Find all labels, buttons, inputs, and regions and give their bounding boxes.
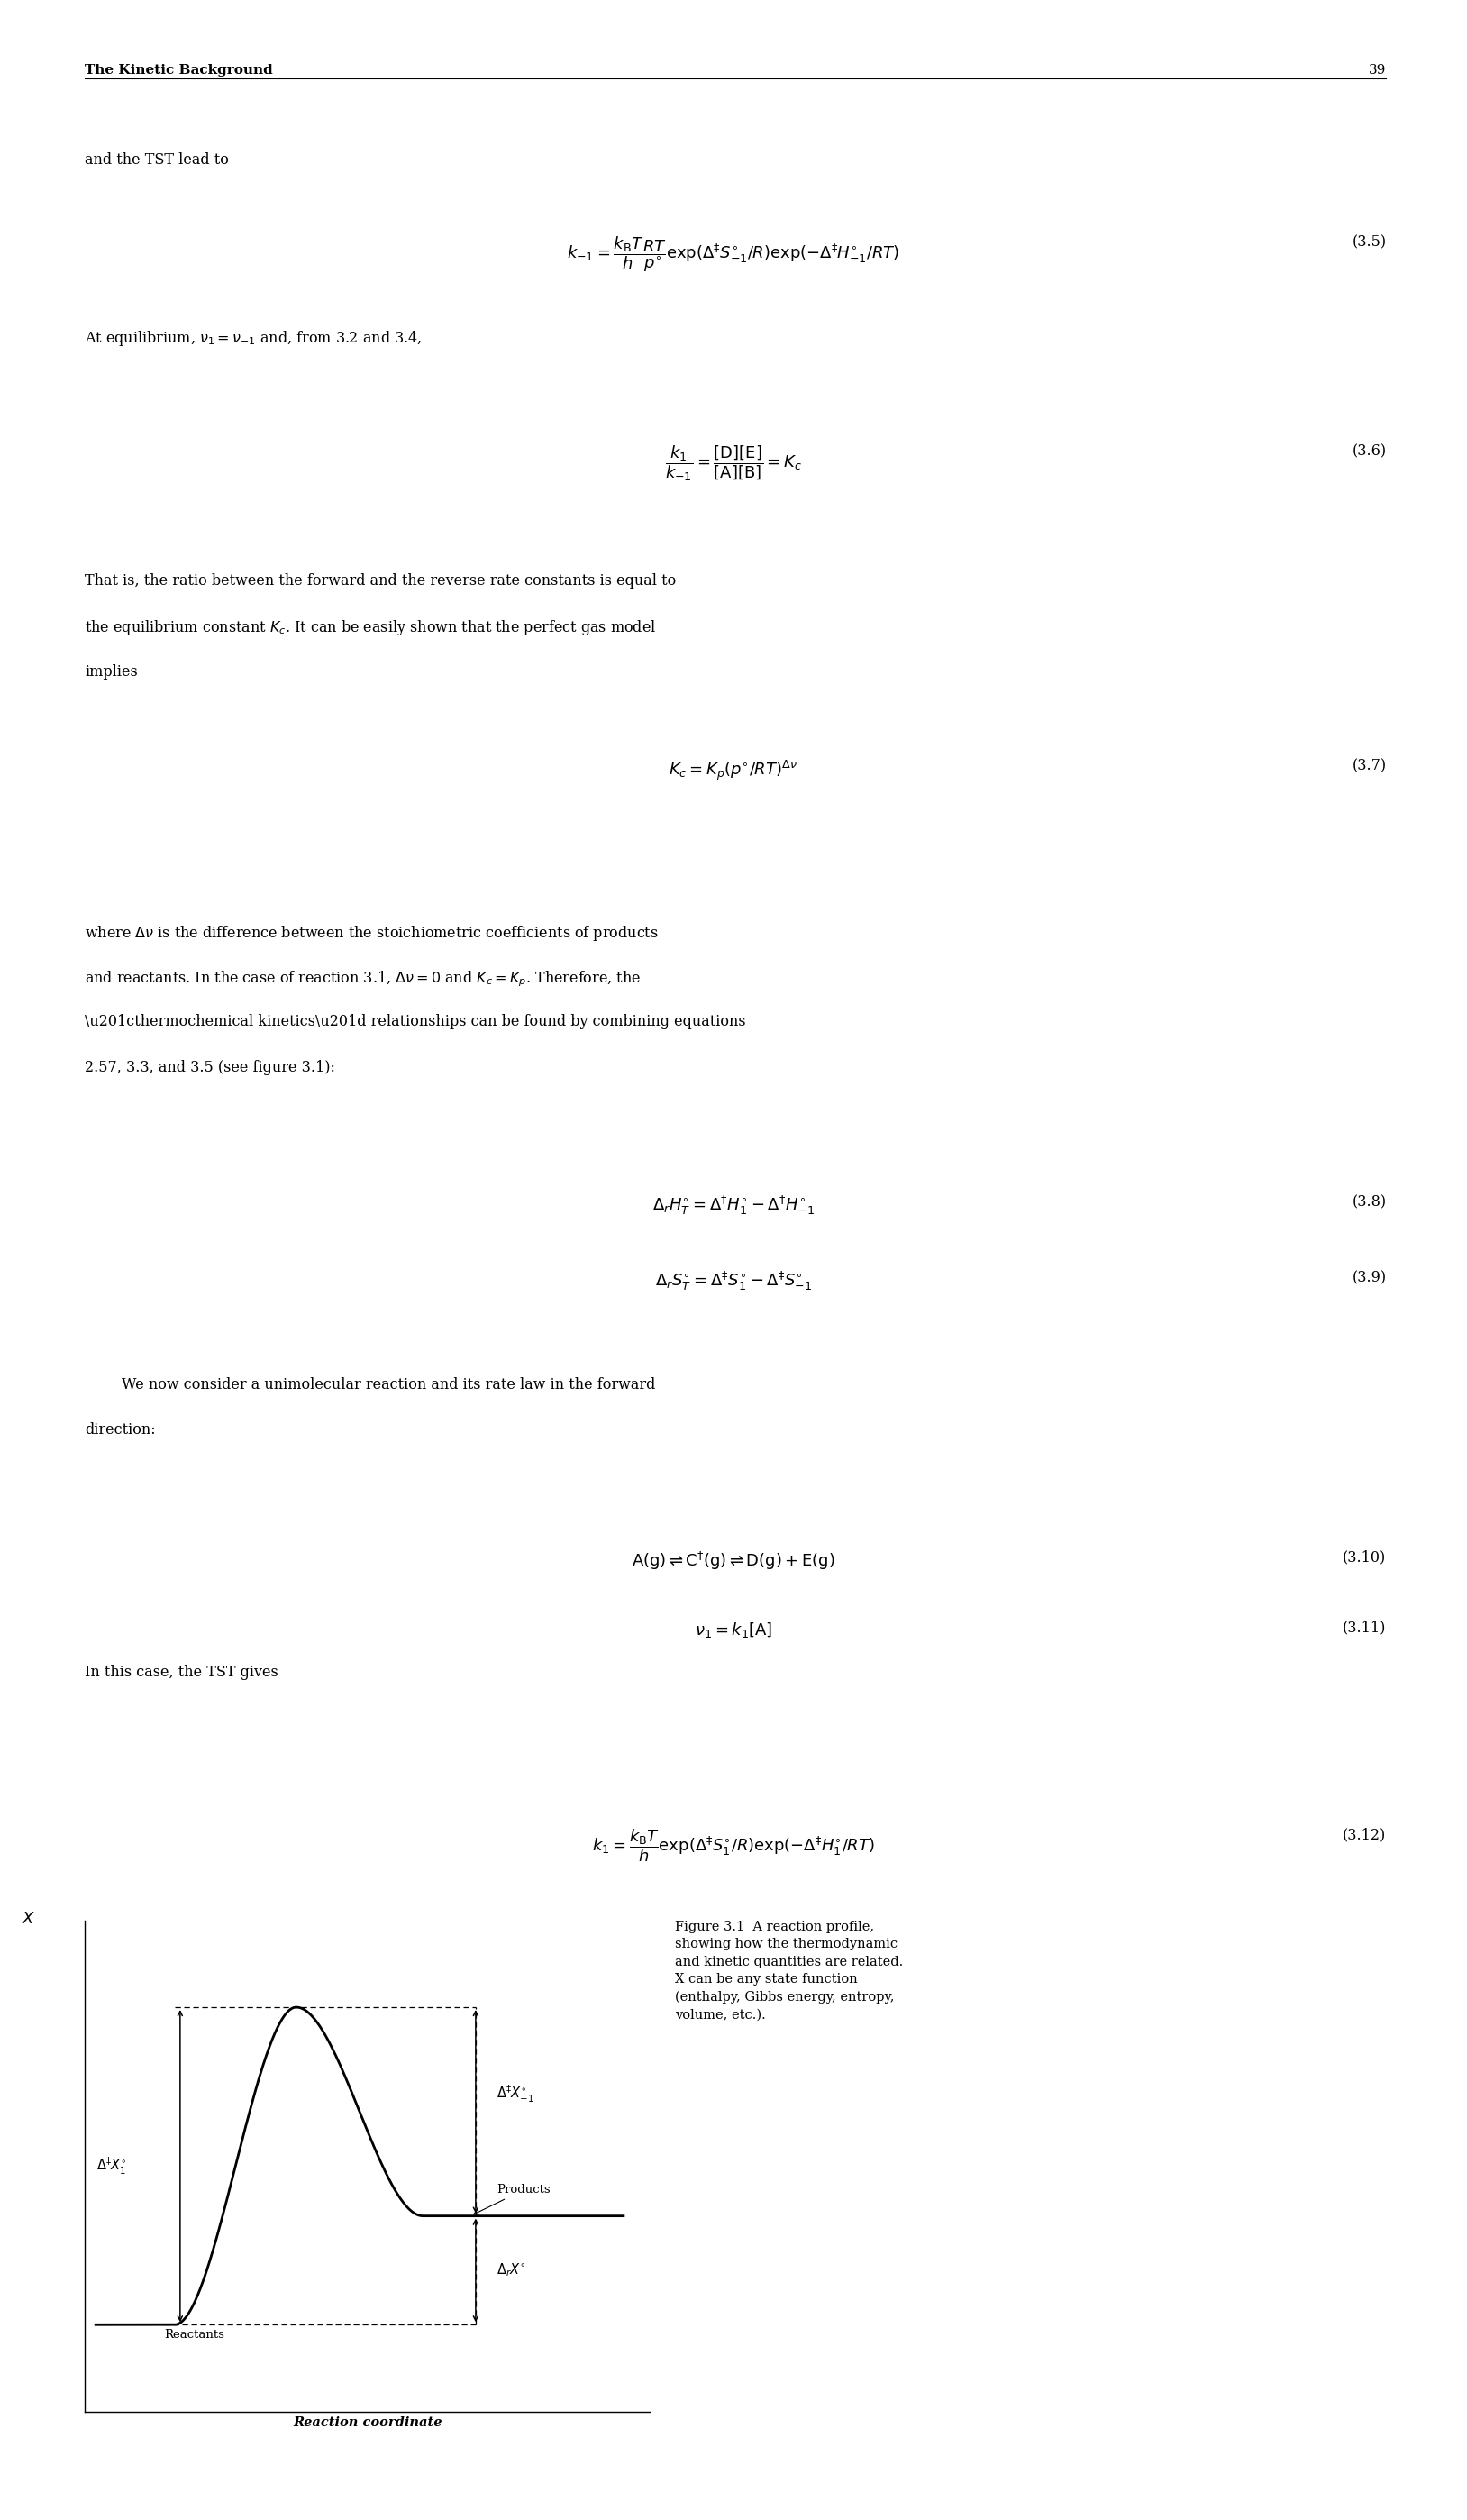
Text: The Kinetic Background: The Kinetic Background <box>85 63 273 78</box>
Text: (3.9): (3.9) <box>1353 1270 1386 1285</box>
Text: Reactants: Reactants <box>164 2328 224 2341</box>
Text: $k_{-1} = \dfrac{k_{\mathrm{B}}T}{h}\dfrac{RT}{p^{\circ}} \exp(\Delta^{\ddagger}: $k_{-1} = \dfrac{k_{\mathrm{B}}T}{h}\dfr… <box>568 234 899 275</box>
Text: $k_1 = \dfrac{k_{\mathrm{B}}T}{h}\exp(\Delta^{\ddagger}S^{\circ}_1/R)\exp(-\Delt: $k_1 = \dfrac{k_{\mathrm{B}}T}{h}\exp(\D… <box>593 1827 874 1865</box>
Text: At equilibrium, $\nu_1 = \nu_{-1}$ and, from 3.2 and 3.4,: At equilibrium, $\nu_1 = \nu_{-1}$ and, … <box>85 328 422 348</box>
Text: 39: 39 <box>1369 63 1386 78</box>
Text: (3.10): (3.10) <box>1342 1550 1386 1565</box>
Text: That is, the ratio between the forward and the reverse rate constants is equal t: That is, the ratio between the forward a… <box>85 575 676 590</box>
Text: $\mathrm{A(g)} \rightleftharpoons \mathrm{C}^{\ddagger}\mathrm{(g)} \rightleftha: $\mathrm{A(g)} \rightleftharpoons \mathr… <box>632 1550 835 1572</box>
Text: Products: Products <box>474 2185 550 2215</box>
Text: (3.11): (3.11) <box>1342 1620 1386 1635</box>
Text: and reactants. In the case of reaction 3.1, $\Delta\nu = 0$ and $K_c = K_p$. The: and reactants. In the case of reaction 3… <box>85 968 641 988</box>
Text: $\Delta_r X^{\circ}$: $\Delta_r X^{\circ}$ <box>497 2263 527 2278</box>
Text: implies: implies <box>85 665 138 680</box>
Text: Figure 3.1  A reaction profile,
showing how the thermodynamic
and kinetic quanti: Figure 3.1 A reaction profile, showing h… <box>675 1920 904 2021</box>
Text: $\nu_1 = k_1[\mathrm{A}]$: $\nu_1 = k_1[\mathrm{A}]$ <box>694 1620 773 1641</box>
X-axis label: Reaction coordinate: Reaction coordinate <box>293 2417 442 2429</box>
Text: (3.7): (3.7) <box>1353 759 1386 774</box>
Text: $K_c = K_p(p^{\circ}/RT)^{\Delta\nu}$: $K_c = K_p(p^{\circ}/RT)^{\Delta\nu}$ <box>669 759 798 781</box>
Text: $X$: $X$ <box>22 1910 35 1928</box>
Text: $\Delta^{\ddagger}X^{\circ}_{-1}$: $\Delta^{\ddagger}X^{\circ}_{-1}$ <box>497 2084 534 2104</box>
Text: (3.6): (3.6) <box>1353 444 1386 459</box>
Text: (3.8): (3.8) <box>1353 1194 1386 1210</box>
Text: the equilibrium constant $K_c$. It can be easily shown that the perfect gas mode: the equilibrium constant $K_c$. It can b… <box>85 620 657 638</box>
Text: (3.12): (3.12) <box>1342 1827 1386 1842</box>
Text: (3.5): (3.5) <box>1353 234 1386 249</box>
Text: and the TST lead to: and the TST lead to <box>85 151 229 169</box>
Text: $\Delta_r H^{\circ}_T = \Delta^{\ddagger}H^{\circ}_1 - \Delta^{\ddagger}H^{\circ: $\Delta_r H^{\circ}_T = \Delta^{\ddagger… <box>653 1194 814 1217</box>
Text: where $\Delta\nu$ is the difference between the stoichiometric coefficients of p: where $\Delta\nu$ is the difference betw… <box>85 925 659 942</box>
Text: $\Delta_r S^{\circ}_T = \Delta^{\ddagger}S^{\circ}_1 - \Delta^{\ddagger}S^{\circ: $\Delta_r S^{\circ}_T = \Delta^{\ddagger… <box>656 1270 811 1293</box>
Text: $\dfrac{k_1}{k_{-1}} = \dfrac{[\mathrm{D}][\mathrm{E}]}{[\mathrm{A}][\mathrm{B}]: $\dfrac{k_1}{k_{-1}} = \dfrac{[\mathrm{D… <box>665 444 802 484</box>
Text: 2.57, 3.3, and 3.5 (see figure 3.1):: 2.57, 3.3, and 3.5 (see figure 3.1): <box>85 1058 336 1076</box>
Text: \u201cthermochemical kinetics\u201d relationships can be found by combining equa: \u201cthermochemical kinetics\u201d rela… <box>85 1013 747 1031</box>
Text: We now consider a unimolecular reaction and its rate law in the forward: We now consider a unimolecular reaction … <box>122 1376 656 1394</box>
Text: In this case, the TST gives: In this case, the TST gives <box>85 1663 279 1681</box>
Text: direction:: direction: <box>85 1421 156 1439</box>
Text: $\Delta^{\ddagger}X^{\circ}_1$: $\Delta^{\ddagger}X^{\circ}_1$ <box>97 2155 126 2177</box>
